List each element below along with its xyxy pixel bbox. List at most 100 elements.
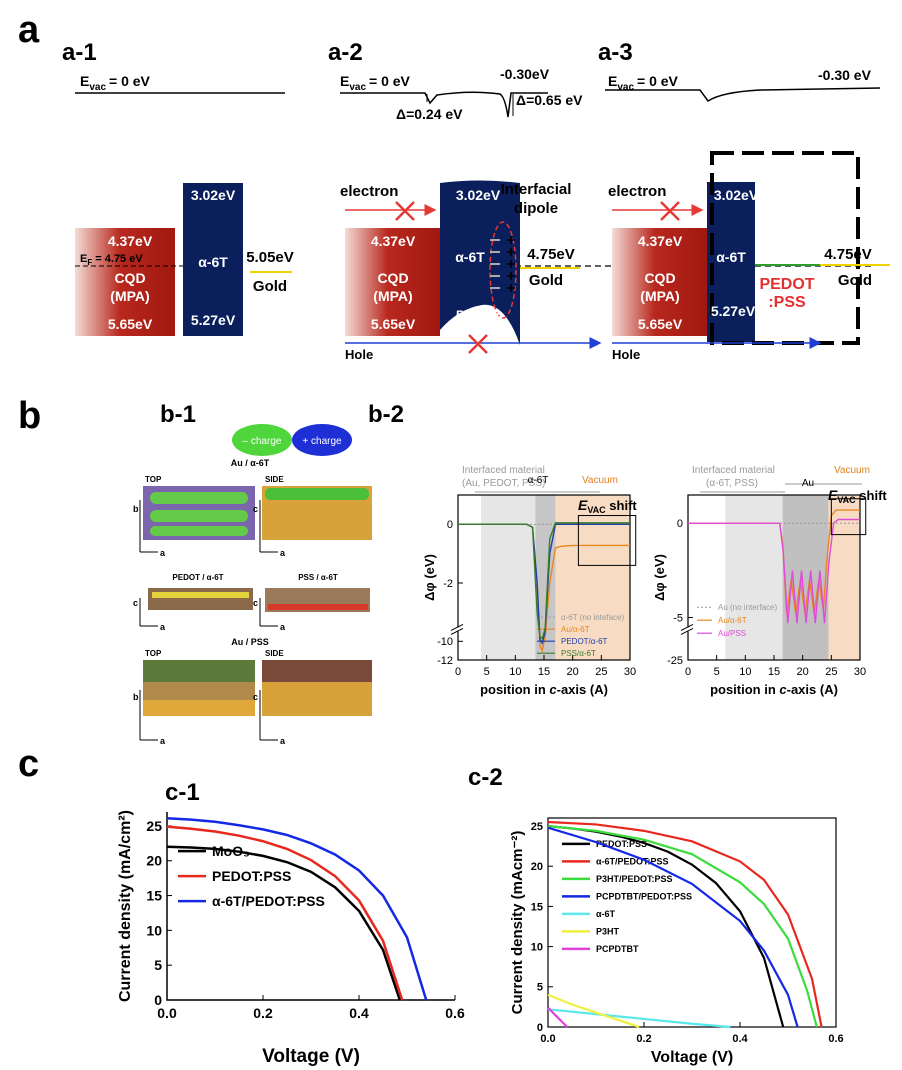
molecule-layer (143, 660, 255, 682)
y-tick-label: 25 (146, 818, 162, 834)
gold: Gold (529, 272, 563, 289)
annotation: Au (802, 478, 814, 489)
legend-label: α-6T/PEDOT:PSS (596, 857, 669, 867)
series-line (688, 518, 860, 624)
a6t-block (440, 180, 520, 345)
lumo: 3.02eV (191, 187, 236, 203)
legend-label: PEDOT:PSS (596, 839, 647, 849)
axis-letter: a (160, 622, 166, 632)
region (725, 495, 783, 660)
x-tick-label: 0.0 (157, 1005, 177, 1021)
axis-letter: a (280, 622, 286, 632)
annotation: EVAC shift (828, 487, 887, 505)
annotation-box (830, 498, 867, 536)
legend-label: α-6T/PEDOT:PSS (212, 893, 325, 909)
dipole-ellipse (489, 221, 517, 319)
x-tick-label: 5 (484, 666, 490, 678)
x-tick-label: 0 (685, 666, 691, 678)
series-line (166, 817, 428, 1001)
evac: Evac = 0 eV (80, 73, 151, 93)
series-line (166, 825, 404, 1001)
axis-break-gap (452, 627, 464, 632)
y-tick-label: 20 (531, 861, 543, 873)
shape (150, 492, 248, 504)
x-axis-label-part: -axis (A) (557, 682, 608, 697)
ef: EF = 4.75 eV (80, 253, 143, 267)
charge-cloud (292, 424, 352, 456)
region-arrow (700, 483, 862, 493)
plot-frame (547, 817, 837, 1028)
y-tick-label: 10 (531, 941, 543, 953)
cqd: CQD (644, 270, 675, 286)
axis-letter: c (253, 692, 258, 702)
y-axis-label: Δφ (eV) (422, 554, 437, 601)
x-tick-label: 15 (768, 666, 780, 678)
y-tick-label: 20 (146, 853, 162, 869)
molecule-layer (268, 604, 368, 610)
molecule-layer (262, 660, 372, 682)
sub-label: a-2 (328, 39, 363, 66)
x-axis-label: Voltage (V) (262, 1046, 360, 1067)
panel-label: a (18, 9, 40, 51)
legend-label: α-6T (no inteface) (561, 613, 625, 622)
y-tick-label: -10 (437, 636, 453, 648)
dipole-label: dipole (514, 200, 558, 217)
x-tick-label: 25 (825, 666, 837, 678)
pedot: PEDOT (759, 276, 814, 293)
gold: Gold (253, 278, 287, 295)
text-part: F (87, 258, 92, 267)
view-label: TOP (145, 649, 162, 658)
homo: 5.27eV (191, 312, 236, 328)
chart-title: c-1 (165, 779, 200, 806)
x-tick-label: 0.0 (540, 1033, 555, 1045)
cqd-vb: 5.65eV (638, 316, 683, 332)
cqd: CQD (114, 270, 145, 286)
text-part: vac (349, 82, 366, 93)
axis-letter: c (133, 598, 138, 608)
y-tick-label: -12 (437, 655, 453, 667)
evac: Evac = 0 eV (608, 73, 679, 93)
x-tick-label: 0.6 (445, 1005, 465, 1021)
axis-arrows (139, 500, 278, 553)
sub-label: b-1 (160, 401, 196, 428)
axis-letter: a (160, 548, 166, 558)
lumo: 3.02eV (456, 187, 501, 203)
molecule-layer (265, 488, 369, 500)
axis-arrows (139, 690, 278, 741)
legend-label: P3HT (596, 927, 620, 937)
x-axis-label: position in c-axis (A) (480, 682, 608, 697)
y-tick-label: 25 (531, 821, 543, 833)
y-tick-label: 5 (537, 982, 543, 994)
x-tick-label: 30 (854, 666, 866, 678)
legend-label: Au/α-6T (561, 625, 590, 634)
x-axis-label: position in c-axis (A) (710, 682, 838, 697)
y-tick-label: -5 (673, 612, 683, 624)
dipole-plus (507, 236, 515, 292)
shape (507, 236, 515, 292)
x-axis-label-part: position in (710, 682, 779, 697)
charge-label: – charge (243, 436, 282, 447)
evac: Evac = 0 eV (340, 73, 411, 93)
axis-break (680, 624, 694, 635)
text-part: shift (606, 498, 638, 513)
x-axis-label-part: position in (480, 682, 549, 697)
x-tick-label: 5 (714, 666, 720, 678)
y-tick-label: 0 (154, 992, 162, 1008)
panel-label: c (18, 743, 39, 785)
series-line (547, 824, 818, 1028)
series-line (547, 993, 640, 1029)
view-label: SIDE (265, 475, 284, 484)
shift: -0.30eV (500, 66, 550, 82)
electron: electron (608, 183, 666, 200)
legend-label: Au/α-6T (718, 616, 747, 625)
y-axis-label: Current density (mA/cm²) (117, 810, 134, 1002)
x-tick-label: 25 (595, 666, 607, 678)
text-part: = 4.75 eV (92, 253, 143, 265)
charge-label: + charge (302, 436, 342, 447)
structure-title: Au / α-6T (231, 458, 270, 468)
sub-label: a-1 (62, 39, 97, 66)
axis-letter: b (133, 504, 139, 514)
axis-letter: a (280, 548, 286, 558)
annotation: Vacuum (834, 465, 870, 476)
x-tick-label: 0.6 (828, 1033, 843, 1045)
